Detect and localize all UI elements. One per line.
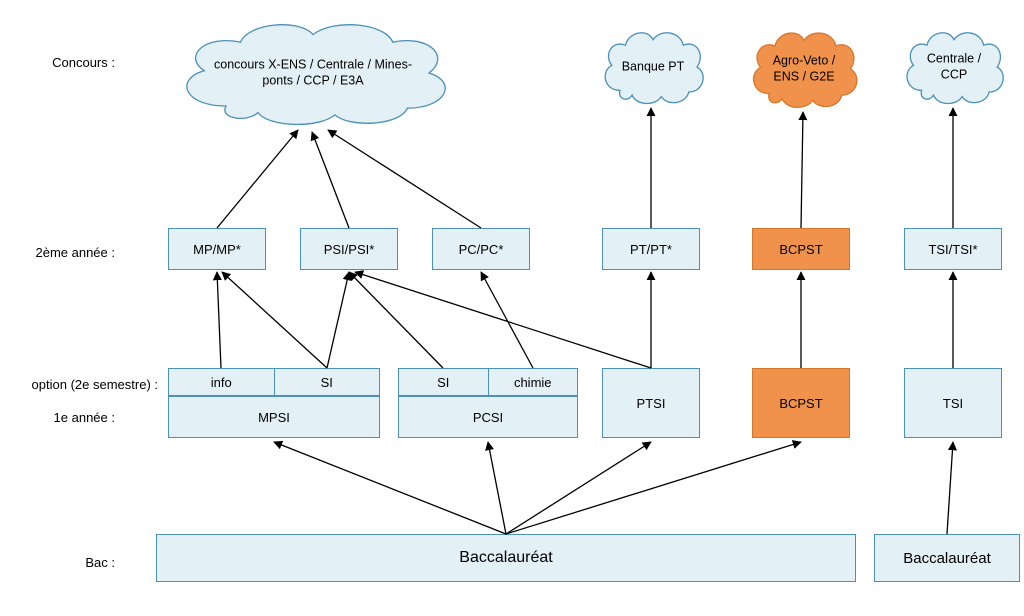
cloud-agro: Agro-Veto / ENS / G2E — [746, 28, 862, 110]
option-row-mpsi: infoSI — [168, 368, 380, 396]
option-cell: info — [168, 368, 275, 396]
cloud-main: concours X-ENS / Centrale / Mines-ponts … — [168, 18, 458, 128]
svg-text:ponts / CCP / E3A: ponts / CCP / E3A — [262, 73, 364, 87]
cloud-pt: Banque PT — [598, 28, 708, 106]
label-year1: 1e année : — [5, 410, 115, 425]
label-year2: 2ème année : — [5, 245, 115, 260]
svg-text:Centrale /: Centrale / — [927, 51, 982, 65]
label-bac: Bac : — [5, 555, 115, 570]
option-cell: chimie — [489, 368, 579, 396]
option-cell: SI — [275, 368, 381, 396]
arrows-layer — [0, 0, 1024, 616]
box-year2-bcpst: BCPST — [752, 228, 850, 270]
box-bac-main: Baccalauréat — [156, 534, 856, 582]
label-option: option (2e semestre) : — [2, 377, 158, 392]
svg-text:ENS / G2E: ENS / G2E — [773, 69, 834, 83]
option-cell: SI — [398, 368, 489, 396]
box-bac-tsi: Baccalauréat — [874, 534, 1020, 582]
box-year2-tsi: TSI/TSI* — [904, 228, 1002, 270]
svg-text:concours X-ENS / Centrale / Mi: concours X-ENS / Centrale / Mines- — [214, 57, 412, 71]
label-concours: Concours : — [5, 55, 115, 70]
box-year1-bcpst: BCPST — [752, 368, 850, 438]
cloud-centrale: Centrale / CCP — [900, 28, 1008, 106]
svg-text:Banque PT: Banque PT — [622, 59, 685, 73]
box-year2-mp: MP/MP* — [168, 228, 266, 270]
box-year1-mpsi: MPSI — [168, 396, 380, 438]
box-year2-pt: PT/PT* — [602, 228, 700, 270]
box-year1-ptsi: PTSI — [602, 368, 700, 438]
svg-text:Agro-Veto /: Agro-Veto / — [773, 53, 836, 67]
box-year2-psi: PSI/PSI* — [300, 228, 398, 270]
option-row-pcsi: SIchimie — [398, 368, 578, 396]
svg-text:CCP: CCP — [941, 67, 967, 81]
box-year1-tsi: TSI — [904, 368, 1002, 438]
box-year1-pcsi: PCSI — [398, 396, 578, 438]
box-year2-pc: PC/PC* — [432, 228, 530, 270]
